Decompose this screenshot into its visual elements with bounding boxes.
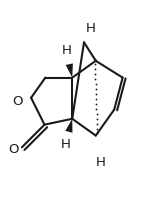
- Text: H: H: [96, 156, 106, 169]
- Polygon shape: [65, 119, 72, 133]
- Text: H: H: [61, 138, 70, 151]
- Text: O: O: [12, 95, 23, 108]
- Text: O: O: [8, 143, 19, 155]
- Text: H: H: [61, 44, 71, 57]
- Polygon shape: [66, 63, 73, 78]
- Text: H: H: [86, 22, 96, 35]
